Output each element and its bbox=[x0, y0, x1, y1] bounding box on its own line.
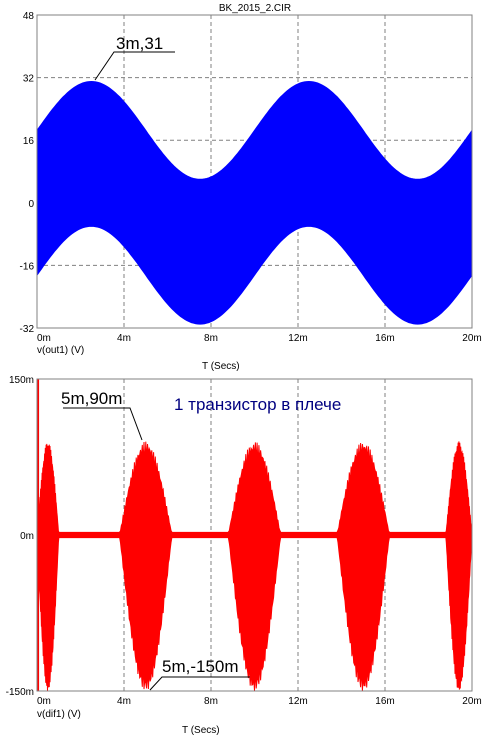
burst-1 bbox=[119, 441, 173, 690]
x-tick-label: 12m bbox=[288, 333, 307, 344]
bottom-note: 1 транзистор в плече bbox=[174, 395, 341, 414]
burst-3 bbox=[336, 442, 390, 691]
y-tick-label: 48 bbox=[23, 11, 35, 22]
y-tick-label: -150m bbox=[6, 687, 34, 698]
bottom-annotation-trough: 5m,-150m bbox=[149, 657, 250, 691]
burst-4 bbox=[445, 441, 473, 690]
x-tick-label: 8m bbox=[204, 333, 218, 344]
top-series-envelope bbox=[36, 80, 473, 325]
y-tick-label: -32 bbox=[20, 324, 35, 335]
bottom-annotation-peak-label: 5m,90m bbox=[61, 389, 122, 408]
x-tick-label: 12m bbox=[288, 696, 307, 707]
y-tick-label: -16 bbox=[20, 261, 35, 272]
bottom-trace-label: v(dif1) (V) bbox=[37, 709, 81, 720]
y-tick-label: 32 bbox=[23, 74, 35, 85]
x-tick-label: 4m bbox=[117, 696, 131, 707]
top-trace-label: v(out1) (V) bbox=[37, 345, 84, 356]
burst-0 bbox=[36, 443, 60, 691]
bottom-y-ticks: 150m 0m -150m bbox=[6, 375, 34, 698]
x-tick-label: 4m bbox=[117, 333, 131, 344]
top-x-axis-label: T (Secs) bbox=[202, 361, 240, 372]
bottom-annotation-peak: 5m,90m bbox=[61, 389, 143, 441]
x-tick-label: 16m bbox=[375, 333, 394, 344]
top-x-ticks: 0m 4m 8m 12m 16m 20m bbox=[37, 333, 482, 344]
x-tick-label: 8m bbox=[204, 696, 218, 707]
y-tick-label: 0 bbox=[28, 199, 34, 210]
top-annotation-label: 3m,31 bbox=[116, 34, 163, 53]
chart-title: BK_2015_2.CIR bbox=[219, 3, 291, 14]
bottom-x-axis-label: T (Secs) bbox=[182, 725, 220, 736]
x-tick-label: 20m bbox=[462, 696, 481, 707]
x-tick-label: 0m bbox=[37, 333, 51, 344]
y-tick-label: 16 bbox=[23, 136, 35, 147]
bottom-series-bursts bbox=[36, 379, 473, 691]
chart-top: BK_2015_2.CIR 48 32 16 0 -16 -32 0m 4m 8m 12m 16m… bbox=[20, 3, 482, 372]
x-tick-label: 20m bbox=[462, 333, 481, 344]
top-annotation: 3m,31 bbox=[94, 34, 175, 81]
bottom-plot-border bbox=[36, 378, 473, 692]
x-tick-label: 16m bbox=[375, 696, 394, 707]
x-tick-label: 0m bbox=[37, 696, 51, 707]
y-tick-label: 0m bbox=[20, 531, 34, 542]
bottom-annotation-trough-label: 5m,-150m bbox=[162, 657, 239, 676]
bottom-x-ticks: 0m 4m 8m 12m 16m 20m bbox=[37, 696, 482, 707]
burst-2 bbox=[227, 442, 282, 691]
top-y-ticks: 48 32 16 0 -16 -32 bbox=[20, 11, 35, 335]
y-tick-label: 150m bbox=[9, 375, 34, 386]
top-plot-border bbox=[36, 14, 473, 329]
